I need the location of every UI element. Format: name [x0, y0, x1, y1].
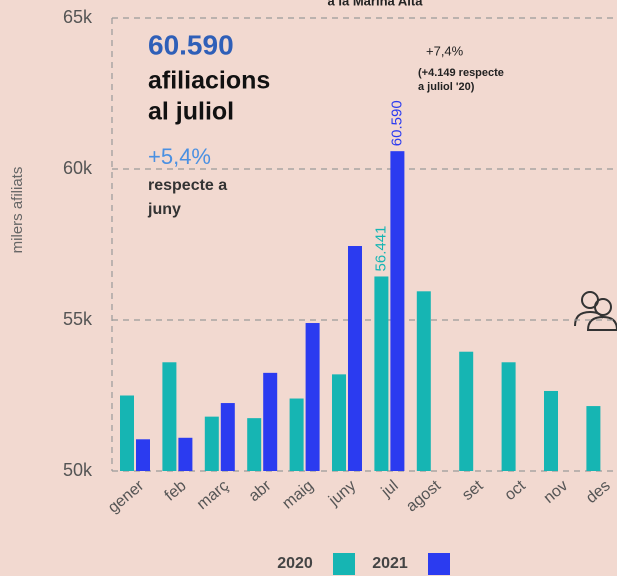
x-tick-label: gener: [105, 477, 148, 517]
monthly-text: respecte a: [148, 177, 227, 194]
y-tick-label: 55k: [63, 309, 93, 329]
data-label: 60.590: [388, 100, 405, 146]
legend-swatch: [333, 553, 355, 575]
yearly-change: +7,4%: [426, 43, 464, 58]
headline-text: afiliacions: [148, 67, 270, 95]
x-tick-label: agost: [403, 477, 444, 516]
bar: [162, 362, 177, 471]
bar: [120, 395, 134, 471]
bar: [586, 406, 601, 471]
bar: [544, 390, 558, 471]
bar: [204, 416, 219, 471]
bar: [390, 151, 405, 471]
bar: [289, 398, 304, 471]
yearly-text: (+4.149 respecte: [418, 67, 504, 79]
bar: [247, 418, 262, 471]
x-tick-label: set: [459, 477, 487, 504]
bar: [263, 372, 278, 471]
headline-text: al juliol: [148, 98, 234, 126]
bar: [332, 374, 346, 471]
x-tick-label: oct: [502, 477, 530, 504]
monthly-text: juny: [147, 201, 181, 218]
headline: 60.590: [148, 29, 234, 60]
chart-title: a la Marina Alta: [328, 0, 424, 8]
x-tick-label: maig: [279, 477, 317, 512]
y-tick-label: 65k: [63, 7, 93, 27]
x-tick-label: feb: [162, 477, 190, 504]
bar: [374, 276, 389, 471]
legend-label: 2020: [277, 555, 313, 572]
x-tick-label: març: [194, 477, 232, 513]
legend-label: 2021: [372, 555, 408, 572]
y-axis-title: milers afiliats: [9, 167, 26, 254]
bar: [348, 246, 362, 471]
yearly-text: a juliol '20): [418, 81, 475, 93]
monthly-change: +5,4%: [148, 144, 211, 169]
bar: [501, 362, 516, 471]
bar: [178, 437, 193, 471]
bar: [136, 439, 150, 471]
bar: [416, 291, 431, 471]
x-tick-label: des: [583, 477, 614, 507]
x-tick-label: nov: [541, 477, 572, 507]
y-tick-label: 60k: [63, 158, 93, 178]
people-icon: [574, 291, 617, 331]
x-tick-label: juny: [325, 477, 359, 510]
bar: [459, 351, 474, 471]
bar: [305, 323, 320, 471]
y-tick-label: 50k: [63, 460, 93, 480]
x-tick-label: abr: [246, 477, 275, 505]
data-label: 56.441: [372, 226, 389, 272]
bar: [220, 403, 235, 471]
legend-swatch: [428, 553, 450, 575]
x-tick-label: jul: [378, 477, 402, 501]
